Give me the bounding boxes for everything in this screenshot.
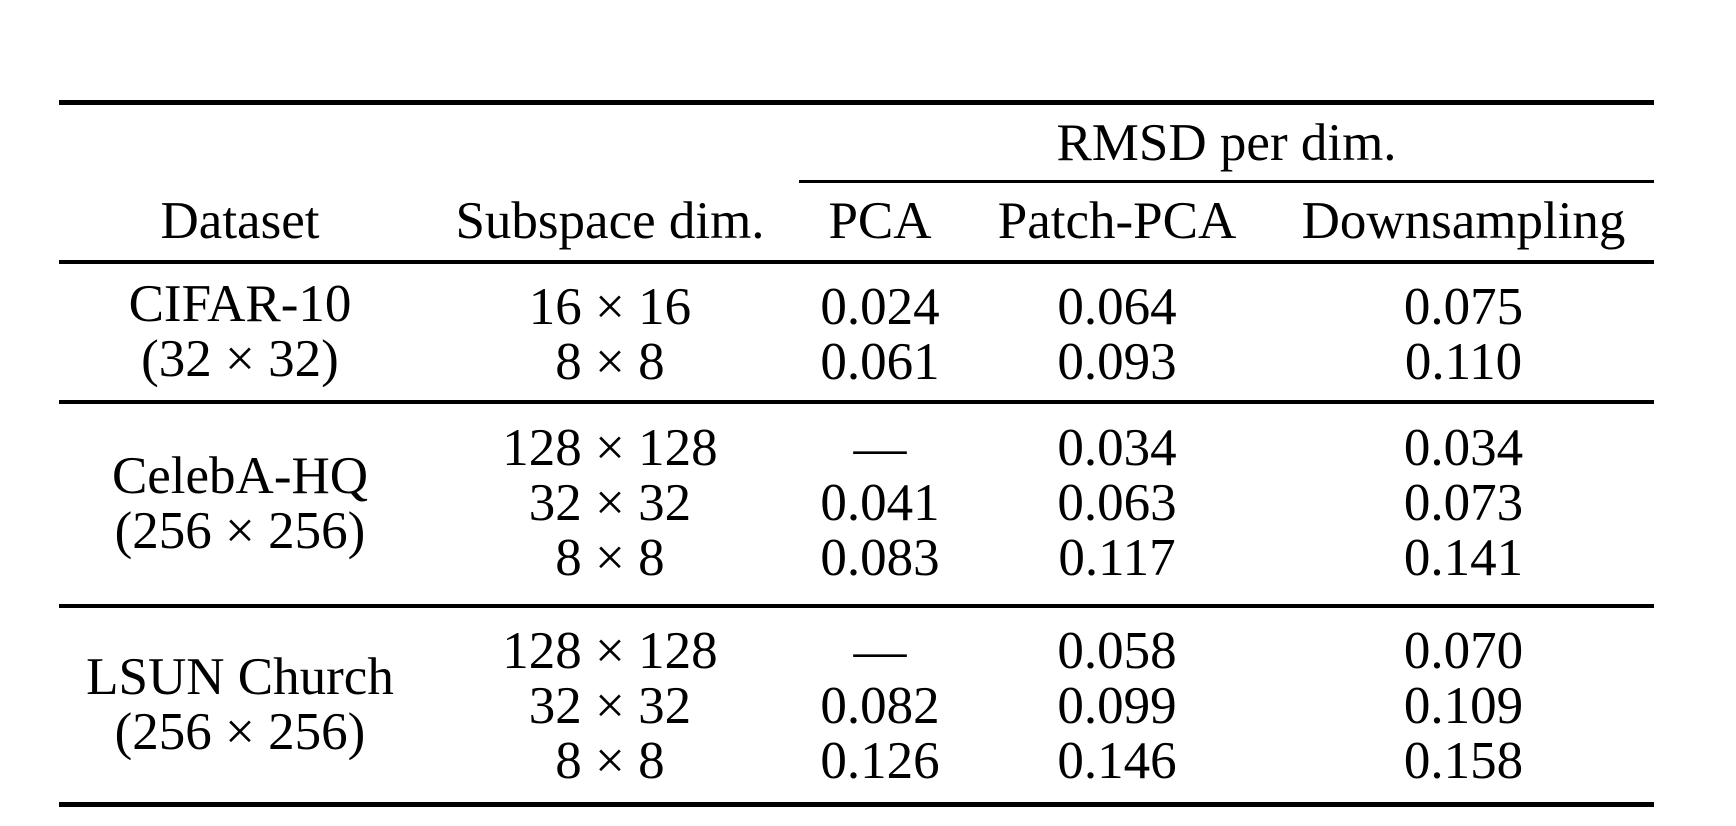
- table-group-cifar10: CIFAR-10 (32 × 32) 16 × 16 0.024 0.064 0…: [59, 264, 1654, 400]
- cell-patch-pca-value: 0.146: [1057, 732, 1177, 790]
- column-header-patch-pca: Patch-PCA: [997, 192, 1237, 250]
- span-header-band: RMSD per dim.: [59, 105, 1654, 183]
- column-header-dataset: Dataset: [160, 192, 320, 250]
- cell-downsampling-value: 0.073: [1403, 474, 1524, 532]
- table-row: 8 × 8 0.126 0.146 0.158: [421, 734, 1654, 789]
- dataset-label-celeba-hq: CelebA-HQ (256 × 256): [59, 404, 421, 604]
- cell-pca-value: 0.082: [820, 677, 940, 735]
- column-header-subspace: Subspace dim.: [455, 192, 765, 250]
- cell-subspace-dim: 128 × 128: [502, 622, 718, 680]
- table-row: 8 × 8 0.083 0.117 0.141: [421, 531, 1654, 586]
- header-rule: [59, 260, 1654, 264]
- column-header-pca: PCA: [828, 192, 932, 250]
- cell-downsampling-value: 0.034: [1403, 419, 1524, 477]
- dataset-size: (256 × 256): [114, 703, 366, 761]
- cell-pca-value: —: [853, 622, 907, 680]
- dataset-name: CIFAR-10: [128, 275, 352, 333]
- cell-subspace-dim: 8 × 8: [555, 529, 665, 587]
- dataset-size: (256 × 256): [114, 502, 366, 560]
- cell-pca-value: 0.083: [820, 529, 940, 587]
- table-row: 128 × 128 — 0.058 0.070: [421, 624, 1654, 679]
- cell-downsampling-value: 0.158: [1403, 732, 1524, 790]
- span-header-spacer: [59, 105, 799, 183]
- results-table: RMSD per dim. Dataset Subspace dim. PCA …: [59, 100, 1654, 807]
- cell-pca-value: 0.061: [820, 333, 940, 391]
- cell-downsampling-value: 0.110: [1404, 333, 1523, 391]
- cell-downsampling-value: 0.141: [1403, 529, 1524, 587]
- column-header-downsampling: Downsampling: [1301, 192, 1626, 250]
- table-bottom-rule: [59, 802, 1654, 807]
- table-row: 8 × 8 0.061 0.093 0.110: [421, 335, 1654, 390]
- cell-subspace-dim: 32 × 32: [528, 677, 692, 735]
- cell-patch-pca-value: 0.093: [1057, 333, 1177, 391]
- cell-pca-value: 0.041: [820, 474, 940, 532]
- cell-patch-pca-value: 0.117: [1058, 529, 1176, 587]
- span-header-label: RMSD per dim.: [1056, 113, 1397, 172]
- cell-subspace-dim: 128 × 128: [502, 419, 718, 477]
- table-row: 128 × 128 — 0.034 0.034: [421, 421, 1654, 476]
- cell-subspace-dim: 32 × 32: [528, 474, 692, 532]
- group-rows: 16 × 16 0.024 0.064 0.075 8 × 8 0.061 0.…: [421, 264, 1654, 400]
- cell-downsampling-value: 0.075: [1403, 278, 1524, 336]
- cell-patch-pca-value: 0.063: [1057, 474, 1177, 532]
- cell-pca-value: 0.126: [820, 732, 940, 790]
- table-group-celeba-hq: CelebA-HQ (256 × 256) 128 × 128 — 0.034 …: [59, 404, 1654, 604]
- group-separator-rule: [59, 400, 1654, 404]
- cell-pca-value: 0.024: [820, 278, 940, 336]
- dataset-name: CelebA-HQ: [111, 447, 369, 505]
- cell-patch-pca-value: 0.099: [1057, 677, 1177, 735]
- dataset-label-cifar10: CIFAR-10 (32 × 32): [59, 264, 421, 400]
- group-rows: 128 × 128 — 0.058 0.070 32 × 32 0.082 0.…: [421, 608, 1654, 802]
- table-group-lsun-church: LSUN Church (256 × 256) 128 × 128 — 0.05…: [59, 608, 1654, 802]
- cell-patch-pca-value: 0.034: [1057, 419, 1177, 477]
- cell-subspace-dim: 8 × 8: [555, 333, 665, 391]
- dataset-name: LSUN Church: [86, 648, 394, 706]
- cell-subspace-dim: 8 × 8: [555, 732, 665, 790]
- span-header-rmsd: RMSD per dim.: [799, 105, 1654, 183]
- group-separator-rule: [59, 604, 1654, 608]
- cell-downsampling-value: 0.070: [1403, 622, 1524, 680]
- dataset-size: (32 × 32): [141, 330, 339, 388]
- cell-patch-pca-value: 0.064: [1057, 278, 1177, 336]
- cell-subspace-dim: 16 × 16: [528, 278, 692, 336]
- cell-patch-pca-value: 0.058: [1057, 622, 1177, 680]
- column-header-row: Dataset Subspace dim. PCA Patch-PCA Down…: [59, 183, 1654, 260]
- table-row: 32 × 32 0.082 0.099 0.109: [421, 679, 1654, 734]
- cell-downsampling-value: 0.109: [1403, 677, 1524, 735]
- group-rows: 128 × 128 — 0.034 0.034 32 × 32 0.041 0.…: [421, 404, 1654, 604]
- dataset-label-lsun-church: LSUN Church (256 × 256): [59, 608, 421, 802]
- table-row: 16 × 16 0.024 0.064 0.075: [421, 280, 1654, 335]
- table-row: 32 × 32 0.041 0.063 0.073: [421, 476, 1654, 531]
- table-top-rule: [59, 100, 1654, 105]
- cell-pca-value: —: [853, 419, 907, 477]
